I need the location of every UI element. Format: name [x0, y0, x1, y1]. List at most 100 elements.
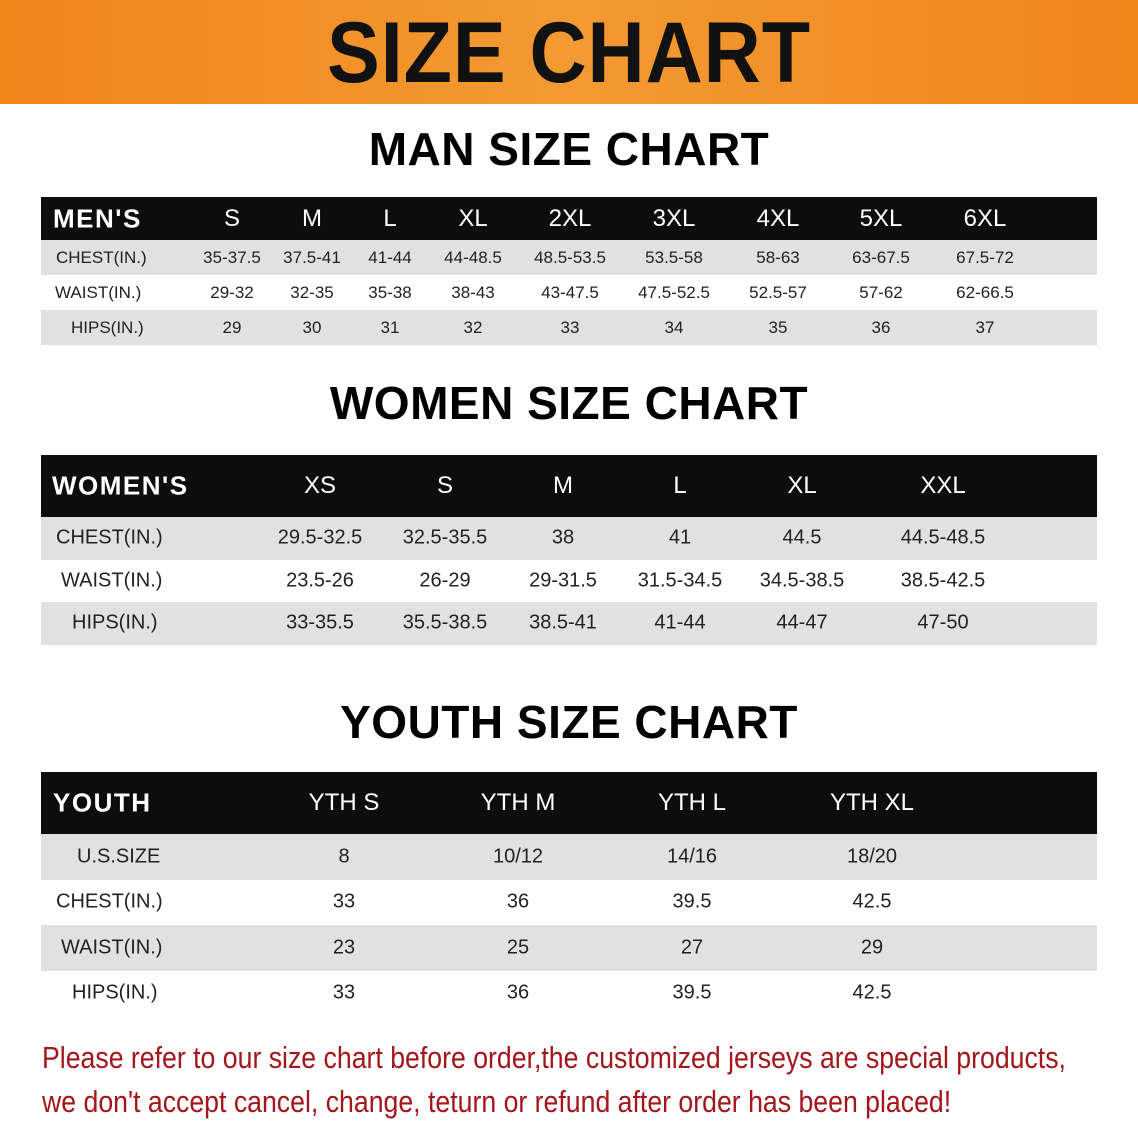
men-table-cell: 32-35 [290, 282, 334, 302]
youth-table-cell: 42.5 [852, 890, 892, 913]
youth-size-table: YOUTH YTH S YTH M YTH L YTH XL U.S.SIZE 8 10/12… [41, 772, 1097, 1016]
men-size-table: MEN'S S M L XL 2XL 3XL 4XL 5XL 6XL CHEST(IN.) 35-37… [41, 197, 1097, 346]
men-table-cell: 33 [560, 317, 580, 337]
men-table-cell: 43-47.5 [541, 282, 599, 302]
youth-table-cell: 8 [338, 845, 350, 868]
women-table-cell: 31.5-34.5 [637, 569, 723, 592]
women-size-header: XL [787, 472, 817, 499]
women-size-header: S [436, 472, 454, 499]
youth-header-row: YOUTH YTH S YTH M YTH L YTH XL [41, 772, 1097, 834]
men-table-cell: 52.5-57 [749, 282, 807, 302]
women-size-header: M [553, 472, 573, 499]
women-header-row: WOMEN'S XS S M L XL XXL [41, 455, 1097, 517]
men-size-header: S [223, 204, 241, 232]
youth-table-cell: 36 [506, 890, 530, 913]
women-table-cell: 33-35.5 [286, 611, 354, 634]
women-table-cell: 34.5-38.5 [759, 569, 845, 592]
men-size-header: 2XL [548, 204, 592, 232]
women-section-title: WOMEN SIZE CHART [329, 377, 809, 429]
men-table-row: CHEST(IN.) 35-37.5 37.5-41 41-44 44-48.5 48.5… [41, 240, 1097, 275]
men-table-cell: 35 [768, 317, 788, 337]
men-table-cell: 36 [871, 317, 891, 337]
youth-header-label: YOUTH [53, 787, 152, 818]
men-row-label: CHEST(IN.) [56, 247, 147, 267]
men-size-header: L [383, 204, 397, 232]
men-size-header: M [302, 204, 322, 232]
women-size-header: L [673, 472, 687, 499]
men-table-cell: 63-67.5 [852, 247, 910, 267]
women-row-label: WAIST(IN.) [61, 569, 163, 592]
women-table-cell: 47-50 [917, 611, 969, 634]
youth-size-header: YTH XL [829, 789, 915, 816]
youth-table-cell: 18/20 [846, 845, 898, 868]
men-table-cell: 47.5-52.5 [638, 282, 710, 302]
youth-size-header: YTH L [657, 789, 727, 816]
women-size-table: WOMEN'S XS S M L XL XXL CHEST(IN.) 29.5-32.5 32.5… [41, 455, 1097, 645]
youth-table-cell: 33 [332, 981, 356, 1004]
men-table-cell: 58-63 [756, 247, 800, 267]
women-table-cell: 41-44 [654, 611, 706, 634]
women-table-cell: 44-47 [776, 611, 828, 634]
youth-size-header: YTH S [308, 789, 380, 816]
women-table-cell: 35.5-38.5 [402, 611, 488, 634]
youth-table-cell: 27 [680, 936, 704, 959]
men-table-cell: 48.5-53.5 [534, 247, 606, 267]
men-table-cell: 57-62 [859, 282, 903, 302]
youth-table-row: HIPS(IN.) 33 36 39.5 42.5 [41, 970, 1097, 1016]
men-table-cell: 29-32 [210, 282, 254, 302]
women-table-cell: 23.5-26 [286, 569, 354, 592]
youth-table-cell: 33 [332, 890, 356, 913]
youth-table-cell: 42.5 [852, 981, 892, 1004]
women-table-cell: 44.5 [782, 526, 822, 549]
women-table-row: HIPS(IN.) 33-35.5 35.5-38.5 38.5-41 41-44 44-… [41, 602, 1097, 645]
women-size-header: XS [303, 472, 337, 499]
women-table-cell: 44.5-48.5 [900, 526, 986, 549]
youth-table-cell: 39.5 [672, 981, 712, 1004]
youth-table-row: CHEST(IN.) 33 36 39.5 42.5 [41, 879, 1097, 925]
women-table-cell: 38 [551, 526, 575, 549]
youth-table-cell: 10/12 [492, 845, 544, 868]
men-row-label: WAIST(IN.) [55, 282, 142, 302]
youth-table-cell: 23 [332, 936, 356, 959]
men-size-header: 4XL [756, 204, 800, 232]
women-table-cell: 41 [668, 526, 692, 549]
women-row-label: CHEST(IN.) [56, 526, 163, 549]
men-table-cell: 35-37.5 [203, 247, 261, 267]
men-header-label: MEN'S [53, 203, 142, 233]
women-header-label: WOMEN'S [52, 470, 189, 501]
order-notice: Please refer to our size chart before or… [42, 1036, 1066, 1124]
women-table-row: WAIST(IN.) 23.5-26 26-29 29-31.5 31.5-34.5 34… [41, 559, 1097, 603]
youth-table-row: WAIST(IN.) 23 25 27 29 [41, 925, 1097, 971]
youth-row-label: CHEST(IN.) [56, 890, 163, 913]
banner-title: SIZE CHART [327, 5, 811, 101]
men-header-row: MEN'S S M L XL 2XL 3XL 4XL 5XL 6XL [41, 197, 1097, 240]
women-table-cell: 32.5-35.5 [402, 526, 488, 549]
men-table-cell: 44-48.5 [444, 247, 502, 267]
women-table-cell: 29.5-32.5 [277, 526, 363, 549]
men-row-label: HIPS(IN.) [71, 317, 144, 337]
men-table-row: HIPS(IN.) 29 30 31 32 33 34 35 36 37 [41, 310, 1097, 345]
youth-table-cell: 25 [506, 936, 530, 959]
youth-table-row: U.S.SIZE 8 10/12 14/16 18/20 [41, 834, 1097, 880]
women-table-cell: 26-29 [419, 569, 471, 592]
men-size-header: 5XL [859, 204, 903, 232]
youth-table-cell: 29 [860, 936, 884, 959]
women-table-cell: 38.5-41 [529, 611, 597, 634]
women-size-header: XXL [920, 472, 966, 499]
youth-size-header: YTH M [480, 789, 556, 816]
men-table-cell: 67.5-72 [956, 247, 1014, 267]
men-table-cell: 32 [463, 317, 483, 337]
youth-row-label: U.S.SIZE [77, 845, 161, 868]
banner: SIZE CHART [0, 0, 1138, 104]
men-table-cell: 38-43 [451, 282, 495, 302]
men-table-cell: 62-66.5 [956, 282, 1014, 302]
men-size-header: 3XL [652, 204, 696, 232]
men-table-cell: 41-44 [368, 247, 412, 267]
order-notice-line-2: we don't accept cancel, change, teturn o… [42, 1084, 952, 1119]
men-table-cell: 34 [664, 317, 684, 337]
men-table-cell: 30 [302, 317, 322, 337]
men-table-cell: 29 [222, 317, 242, 337]
men-table-cell: 37.5-41 [283, 247, 341, 267]
youth-section-title: YOUTH SIZE CHART [340, 696, 798, 748]
youth-table-cell: 39.5 [672, 890, 712, 913]
